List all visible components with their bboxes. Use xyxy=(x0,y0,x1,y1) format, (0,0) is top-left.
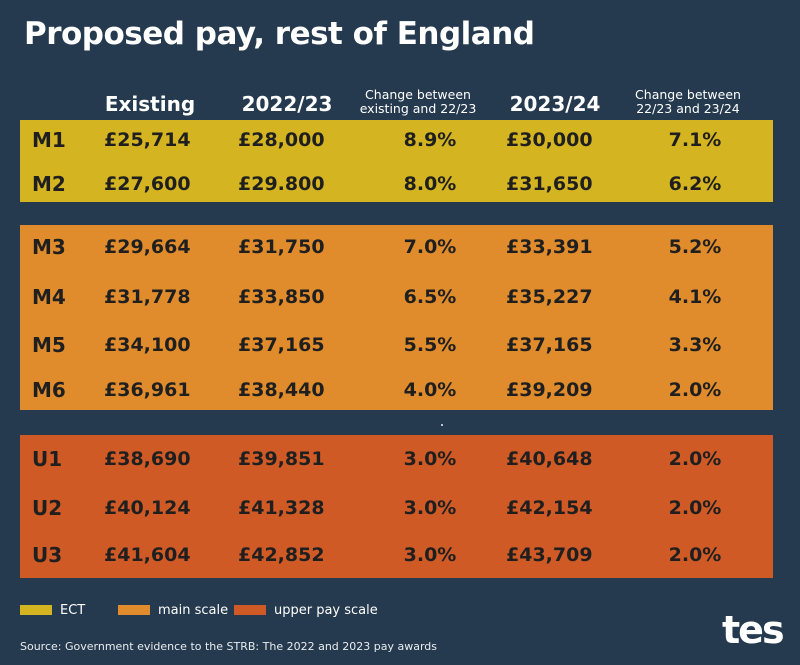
cell-change2: 2.0% xyxy=(668,544,722,566)
column-header-change-1-line2: existing and 22/23 xyxy=(359,101,477,116)
column-header-change-2: Change between 22/23 and 23/24 xyxy=(618,88,758,116)
cell-existing: £25,714 xyxy=(104,129,191,151)
stray-dot xyxy=(441,424,443,426)
cell-grade: U3 xyxy=(32,543,63,567)
legend-item-ect: ECT xyxy=(20,600,85,620)
cell-change1: 4.0% xyxy=(403,379,457,401)
table-row: M3 £29,664 £31,750 7.0% £33,391 5.2% xyxy=(20,227,773,267)
cell-change1: 6.5% xyxy=(403,286,457,308)
cell-change2: 2.0% xyxy=(668,448,722,470)
cell-y2223: £42,852 xyxy=(238,544,325,566)
cell-change1: 3.0% xyxy=(403,544,457,566)
cell-change1: 7.0% xyxy=(403,236,457,258)
column-header-2022-23: 2022/23 xyxy=(241,92,333,116)
cell-existing: £36,961 xyxy=(104,379,191,401)
table-row: U1 £38,690 £39,851 3.0% £40,648 2.0% xyxy=(20,439,773,479)
cell-y2223: £28,000 xyxy=(238,129,325,151)
legend-label-upper-pay-scale: upper pay scale xyxy=(274,602,378,618)
cell-y2223: £37,165 xyxy=(238,334,325,356)
cell-grade: U2 xyxy=(32,496,63,520)
cell-existing: £34,100 xyxy=(104,334,191,356)
legend-swatch-ect xyxy=(20,605,52,615)
cell-change2: 7.1% xyxy=(668,129,722,151)
table-row: M4 £31,778 £33,850 6.5% £35,227 4.1% xyxy=(20,277,773,317)
cell-y2324: £30,000 xyxy=(506,129,593,151)
cell-change2: 2.0% xyxy=(668,379,722,401)
cell-y2223: £41,328 xyxy=(238,497,325,519)
cell-change2: 6.2% xyxy=(668,173,722,195)
cell-change1: 5.5% xyxy=(403,334,457,356)
tes-logo: tes xyxy=(722,608,785,652)
table-row: M5 £34,100 £37,165 5.5% £37,165 3.3% xyxy=(20,325,773,365)
column-header-change-2-line2: 22/23 and 23/24 xyxy=(636,101,740,116)
cell-y2324: £40,648 xyxy=(506,448,593,470)
cell-y2223: £31,750 xyxy=(238,236,325,258)
cell-existing: £27,600 xyxy=(104,173,191,195)
cell-y2324: £33,391 xyxy=(506,236,593,258)
cell-y2324: £37,165 xyxy=(506,334,593,356)
legend-swatch-main-scale xyxy=(118,605,150,615)
cell-y2324: £42,154 xyxy=(506,497,593,519)
band-upper-pay-scale: U1 £38,690 £39,851 3.0% £40,648 2.0% U2 £40,124… xyxy=(20,435,773,578)
cell-y2223: £39,851 xyxy=(238,448,325,470)
column-header-existing: Existing xyxy=(104,92,196,116)
cell-grade: M2 xyxy=(32,172,66,196)
table-row: M1 £25,714 £28,000 8.9% £30,000 7.1% xyxy=(20,120,773,160)
band-ect: M1 £25,714 £28,000 8.9% £30,000 7.1% M2 £27,600… xyxy=(20,120,773,202)
legend-label-main-scale: main scale xyxy=(158,602,229,618)
cell-change1: 8.9% xyxy=(403,129,457,151)
cell-grade: U1 xyxy=(32,447,63,471)
cell-change2: 4.1% xyxy=(668,286,722,308)
table-row: U3 £41,604 £42,852 3.0% £43,709 2.0% xyxy=(20,535,773,575)
table-row: U2 £40,124 £41,328 3.0% £42,154 2.0% xyxy=(20,488,773,528)
cell-y2324: £43,709 xyxy=(506,544,593,566)
cell-existing: £41,604 xyxy=(104,544,191,566)
legend-swatch-upper-pay-scale xyxy=(234,605,266,615)
legend-item-main-scale: main scale xyxy=(118,600,228,620)
table-row: M6 £36,961 £38,440 4.0% £39,209 2.0% xyxy=(20,370,773,410)
cell-existing: £40,124 xyxy=(104,497,191,519)
column-header-change-1: Change between existing and 22/23 xyxy=(348,88,488,116)
cell-grade: M6 xyxy=(32,378,66,402)
cell-change2: 5.2% xyxy=(668,236,722,258)
cell-change1: 3.0% xyxy=(403,448,457,470)
cell-grade: M4 xyxy=(32,285,66,309)
cell-change1: 3.0% xyxy=(403,497,457,519)
cell-grade: M1 xyxy=(32,128,66,152)
table-row: M2 £27,600 £29.800 8.0% £31,650 6.2% xyxy=(20,164,773,204)
cell-y2324: £31,650 xyxy=(506,173,593,195)
source-note: Source: Government evidence to the STRB:… xyxy=(20,640,438,653)
cell-y2324: £35,227 xyxy=(506,286,593,308)
cell-existing: £38,690 xyxy=(104,448,191,470)
cell-grade: M5 xyxy=(32,333,66,357)
cell-y2223: £29.800 xyxy=(238,173,325,195)
cell-y2223: £38,440 xyxy=(238,379,325,401)
column-header-change-2-line1: Change between xyxy=(635,87,741,102)
cell-change2: 3.3% xyxy=(668,334,722,356)
column-header-2023-24: 2023/24 xyxy=(509,92,601,116)
column-header-change-1-line1: Change between xyxy=(365,87,471,102)
legend-item-upper-pay-scale: upper pay scale xyxy=(234,600,378,620)
cell-grade: M3 xyxy=(32,235,66,259)
cell-existing: £31,778 xyxy=(104,286,191,308)
chart-title: Proposed pay, rest of England xyxy=(24,16,535,52)
cell-change1: 8.0% xyxy=(403,173,457,195)
band-main-scale: M3 £29,664 £31,750 7.0% £33,391 5.2% M4 £31,778… xyxy=(20,225,773,410)
cell-y2324: £39,209 xyxy=(506,379,593,401)
cell-existing: £29,664 xyxy=(104,236,191,258)
cell-change2: 2.0% xyxy=(668,497,722,519)
legend-label-ect: ECT xyxy=(60,602,86,618)
cell-y2223: £33,850 xyxy=(238,286,325,308)
